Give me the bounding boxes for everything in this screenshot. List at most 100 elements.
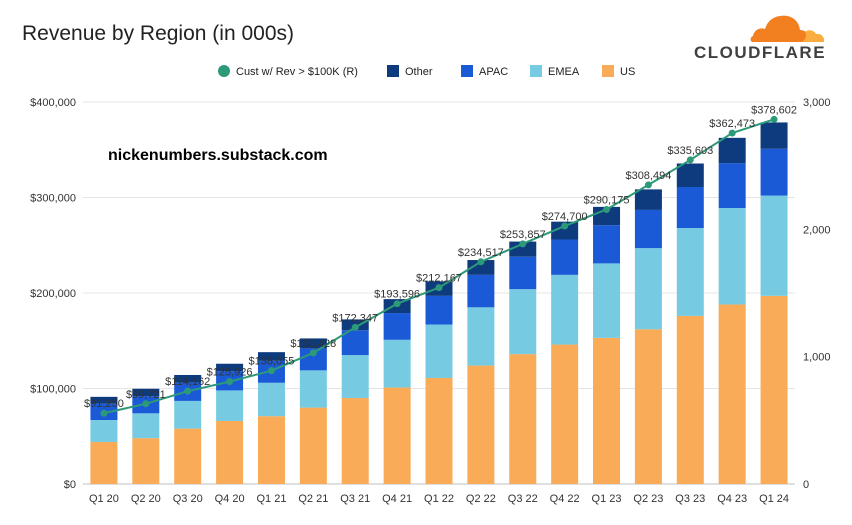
x-tick-label: Q4 20 — [215, 493, 245, 505]
legend-label: Cust w/ Rev > $100K (R) — [236, 66, 358, 78]
bar-us — [90, 441, 118, 484]
bar-apac — [718, 163, 746, 209]
bar-apac — [425, 295, 453, 325]
legend-marker — [387, 65, 399, 77]
bar-emea — [425, 324, 453, 378]
watermark-text: nickenumbers.substack.com — [108, 147, 328, 164]
bar-apac — [676, 186, 704, 229]
cloud-icon — [750, 15, 825, 42]
y-tick-label: $200,000 — [30, 288, 76, 300]
x-tick-label: Q1 24 — [759, 493, 789, 505]
x-tick-label: Q4 21 — [382, 493, 412, 505]
line-point — [351, 323, 359, 331]
bar-apac — [341, 330, 369, 356]
total-label: $253,857 — [500, 229, 546, 241]
line-point — [644, 181, 652, 189]
bar-us — [132, 438, 160, 484]
x-tick-label: Q3 22 — [508, 493, 538, 505]
x-tick-label: Q3 23 — [675, 493, 705, 505]
legend-label: APAC — [479, 66, 508, 78]
bar-apac — [551, 239, 579, 275]
cloudflare-wordmark: CLOUDFLARE — [693, 43, 827, 62]
x-tick-label: Q1 23 — [592, 493, 622, 505]
bar-us — [509, 354, 537, 484]
line-point — [686, 156, 694, 164]
line-point — [770, 115, 778, 123]
total-label: $99,721 — [126, 389, 166, 401]
total-label: $234,517 — [458, 247, 504, 259]
bar-us — [299, 407, 327, 484]
bar-emea — [216, 390, 244, 421]
total-label: $335,603 — [667, 145, 713, 157]
legend-marker — [602, 65, 614, 77]
x-tick-label: Q4 23 — [717, 493, 747, 505]
line-point — [226, 378, 234, 386]
bar-apac — [509, 256, 537, 290]
y2-tick-label: 2,000 — [803, 224, 831, 236]
bar-other — [174, 374, 202, 383]
bar-us — [383, 387, 411, 484]
bar-emea — [509, 289, 537, 355]
line-point — [477, 258, 485, 266]
total-label: $125,926 — [207, 367, 253, 379]
bar-us — [216, 420, 244, 484]
chart-title: Revenue by Region (in 000s) — [22, 22, 294, 45]
total-label: $308,494 — [625, 170, 671, 182]
line-point — [267, 367, 275, 375]
x-tick-label: Q4 22 — [550, 493, 580, 505]
bar-emea — [383, 339, 411, 388]
bar-emea — [90, 420, 118, 442]
x-tick-label: Q3 21 — [340, 493, 370, 505]
legend-label: EMEA — [548, 66, 580, 78]
line-point — [561, 222, 569, 230]
line-point — [142, 400, 150, 408]
legend-marker — [218, 65, 230, 77]
total-label: $193,596 — [374, 289, 420, 301]
bar-emea — [341, 355, 369, 399]
y-tick-label: $0 — [64, 479, 76, 491]
bar-us — [425, 377, 453, 484]
bar-emea — [676, 228, 704, 316]
bar-emea — [299, 370, 327, 408]
bar-us — [676, 315, 704, 484]
bar-emea — [634, 248, 662, 330]
x-tick-label: Q3 20 — [173, 493, 203, 505]
legend-marker — [461, 65, 473, 77]
line-point — [309, 349, 317, 357]
x-tick-label: Q2 23 — [633, 493, 663, 505]
total-label: $378,602 — [751, 104, 797, 116]
line-point — [393, 300, 401, 308]
bar-emea — [593, 263, 621, 338]
bar-emea — [174, 400, 202, 429]
x-tick-label: Q2 22 — [466, 493, 496, 505]
bar-other — [634, 189, 662, 210]
total-label: $152,428 — [290, 338, 336, 350]
total-label: $114,162 — [165, 376, 210, 388]
bar-other — [216, 363, 244, 372]
y-tick-label: $100,000 — [30, 384, 76, 396]
bar-apac — [760, 148, 788, 196]
bar-us — [634, 329, 662, 484]
bar-apac — [634, 209, 662, 249]
bar-other — [718, 137, 746, 164]
bar-apac — [299, 348, 327, 371]
x-tick-label: Q1 20 — [89, 493, 119, 505]
bar-other — [257, 352, 285, 361]
x-tick-label: Q1 21 — [256, 493, 286, 505]
bar-apac — [383, 313, 411, 340]
x-tick-label: Q1 22 — [424, 493, 454, 505]
legend-label: US — [620, 66, 635, 78]
bar-apac — [593, 225, 621, 264]
total-label: $212,167 — [416, 273, 462, 285]
bar-emea — [718, 208, 746, 305]
y-tick-label: $400,000 — [30, 97, 76, 109]
bar-emea — [760, 195, 788, 296]
bar-emea — [257, 382, 285, 417]
bar-apac — [467, 274, 495, 308]
line-point — [184, 387, 192, 395]
bar-us — [551, 344, 579, 484]
line-point — [435, 284, 443, 292]
bar-other — [676, 163, 704, 187]
bar-other — [509, 241, 537, 257]
